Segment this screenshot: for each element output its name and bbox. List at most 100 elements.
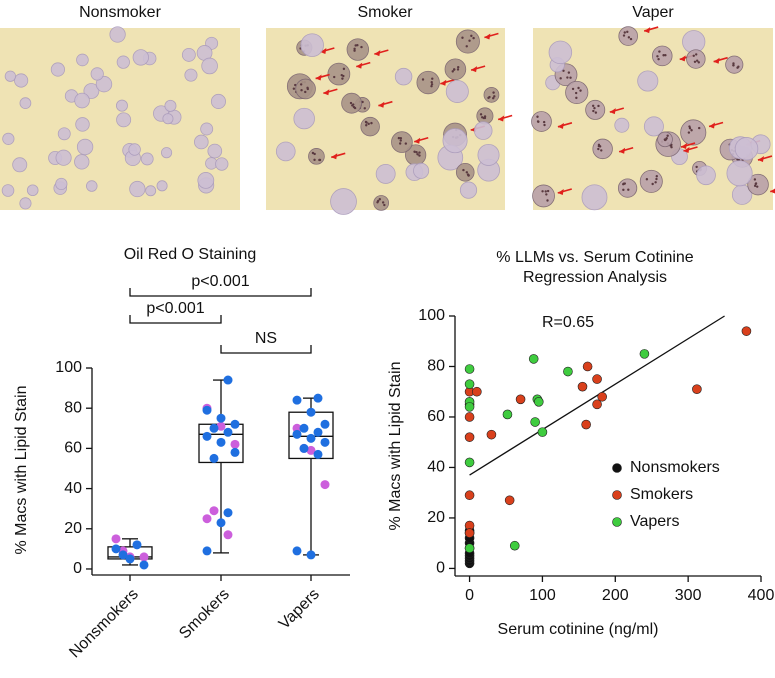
granule <box>692 54 695 57</box>
granule <box>658 50 661 53</box>
y-tick-label: 0 <box>436 560 445 577</box>
cell <box>162 113 174 125</box>
cell <box>455 29 480 54</box>
point <box>118 550 128 560</box>
point <box>320 480 330 490</box>
point <box>223 427 233 437</box>
granule <box>492 97 495 100</box>
cell <box>75 117 90 132</box>
granule <box>695 165 698 169</box>
cell <box>444 58 467 81</box>
arrow-head <box>320 48 327 55</box>
point <box>223 508 233 518</box>
arrow-head <box>770 188 775 194</box>
point <box>464 402 475 412</box>
point <box>299 423 309 433</box>
granule <box>541 190 544 193</box>
y-tick-label: 0 <box>73 560 82 577</box>
significance-label: p<0.001 <box>191 273 249 290</box>
point <box>292 395 302 405</box>
point <box>464 543 475 554</box>
x-tick-label: Nonsmokers <box>66 586 142 662</box>
point <box>306 433 316 443</box>
point <box>464 432 475 442</box>
granule <box>299 83 303 86</box>
granule <box>592 109 595 113</box>
cell <box>618 26 638 46</box>
arrow-head <box>557 122 564 129</box>
point <box>202 546 212 556</box>
cell <box>637 70 659 92</box>
cell <box>184 68 198 82</box>
annotation: R=0.65 <box>542 314 594 331</box>
micrographs <box>0 26 775 215</box>
cell <box>308 148 325 165</box>
point <box>230 439 240 449</box>
granule <box>311 151 315 155</box>
granule <box>664 54 667 57</box>
granule <box>600 149 603 152</box>
granule <box>645 178 649 181</box>
point <box>223 530 233 540</box>
granule <box>304 90 307 94</box>
cell <box>373 195 390 211</box>
point <box>125 554 135 564</box>
x-tick-label: 400 <box>748 587 775 604</box>
point <box>581 419 591 430</box>
legend-marker <box>612 490 622 500</box>
granule <box>397 136 401 140</box>
point <box>230 447 240 457</box>
granule <box>378 198 381 201</box>
point <box>111 544 121 554</box>
cell <box>76 53 89 67</box>
cell <box>201 57 218 75</box>
cell <box>295 78 316 100</box>
point <box>202 431 212 441</box>
arrow-head <box>484 33 491 40</box>
significance-bracket <box>220 345 312 354</box>
cell <box>74 92 90 109</box>
cell <box>477 143 500 166</box>
granule <box>562 69 565 73</box>
granule <box>654 181 657 184</box>
x-axis-label: Serum cotinine (ng/ml) <box>498 621 659 638</box>
arrow-head <box>644 27 651 34</box>
cell <box>346 38 370 61</box>
granule <box>465 171 469 174</box>
arrow-head <box>679 55 686 62</box>
point <box>592 399 602 410</box>
granule <box>399 136 403 140</box>
granule <box>577 86 580 90</box>
cell <box>442 128 468 154</box>
granule <box>566 76 569 79</box>
chart-title: Oil Red O Staining <box>124 246 257 263</box>
y-tick-label: 20 <box>427 509 445 526</box>
x-tick-label: 200 <box>602 587 629 604</box>
cell <box>459 181 478 199</box>
point <box>216 518 226 528</box>
legend-label: Nonsmokers <box>630 459 720 476</box>
point <box>509 540 520 551</box>
cell <box>473 121 493 140</box>
granule <box>591 104 595 108</box>
granule <box>627 36 631 39</box>
granule <box>430 80 433 84</box>
cell <box>76 138 94 156</box>
panel-title: Smoker <box>357 4 413 21</box>
granule <box>493 95 496 98</box>
y-tick-label: 80 <box>427 358 445 375</box>
granule <box>318 158 321 162</box>
point <box>139 552 149 562</box>
granule <box>698 126 701 130</box>
granule <box>597 104 600 108</box>
granule <box>627 188 630 191</box>
granule <box>354 44 357 47</box>
cell <box>300 33 324 57</box>
point <box>537 427 548 437</box>
arrow-head <box>356 62 363 69</box>
granule <box>360 45 363 49</box>
cell <box>416 70 440 95</box>
legend-label: Smokers <box>630 486 693 503</box>
cell <box>614 117 630 133</box>
cell <box>327 62 351 86</box>
